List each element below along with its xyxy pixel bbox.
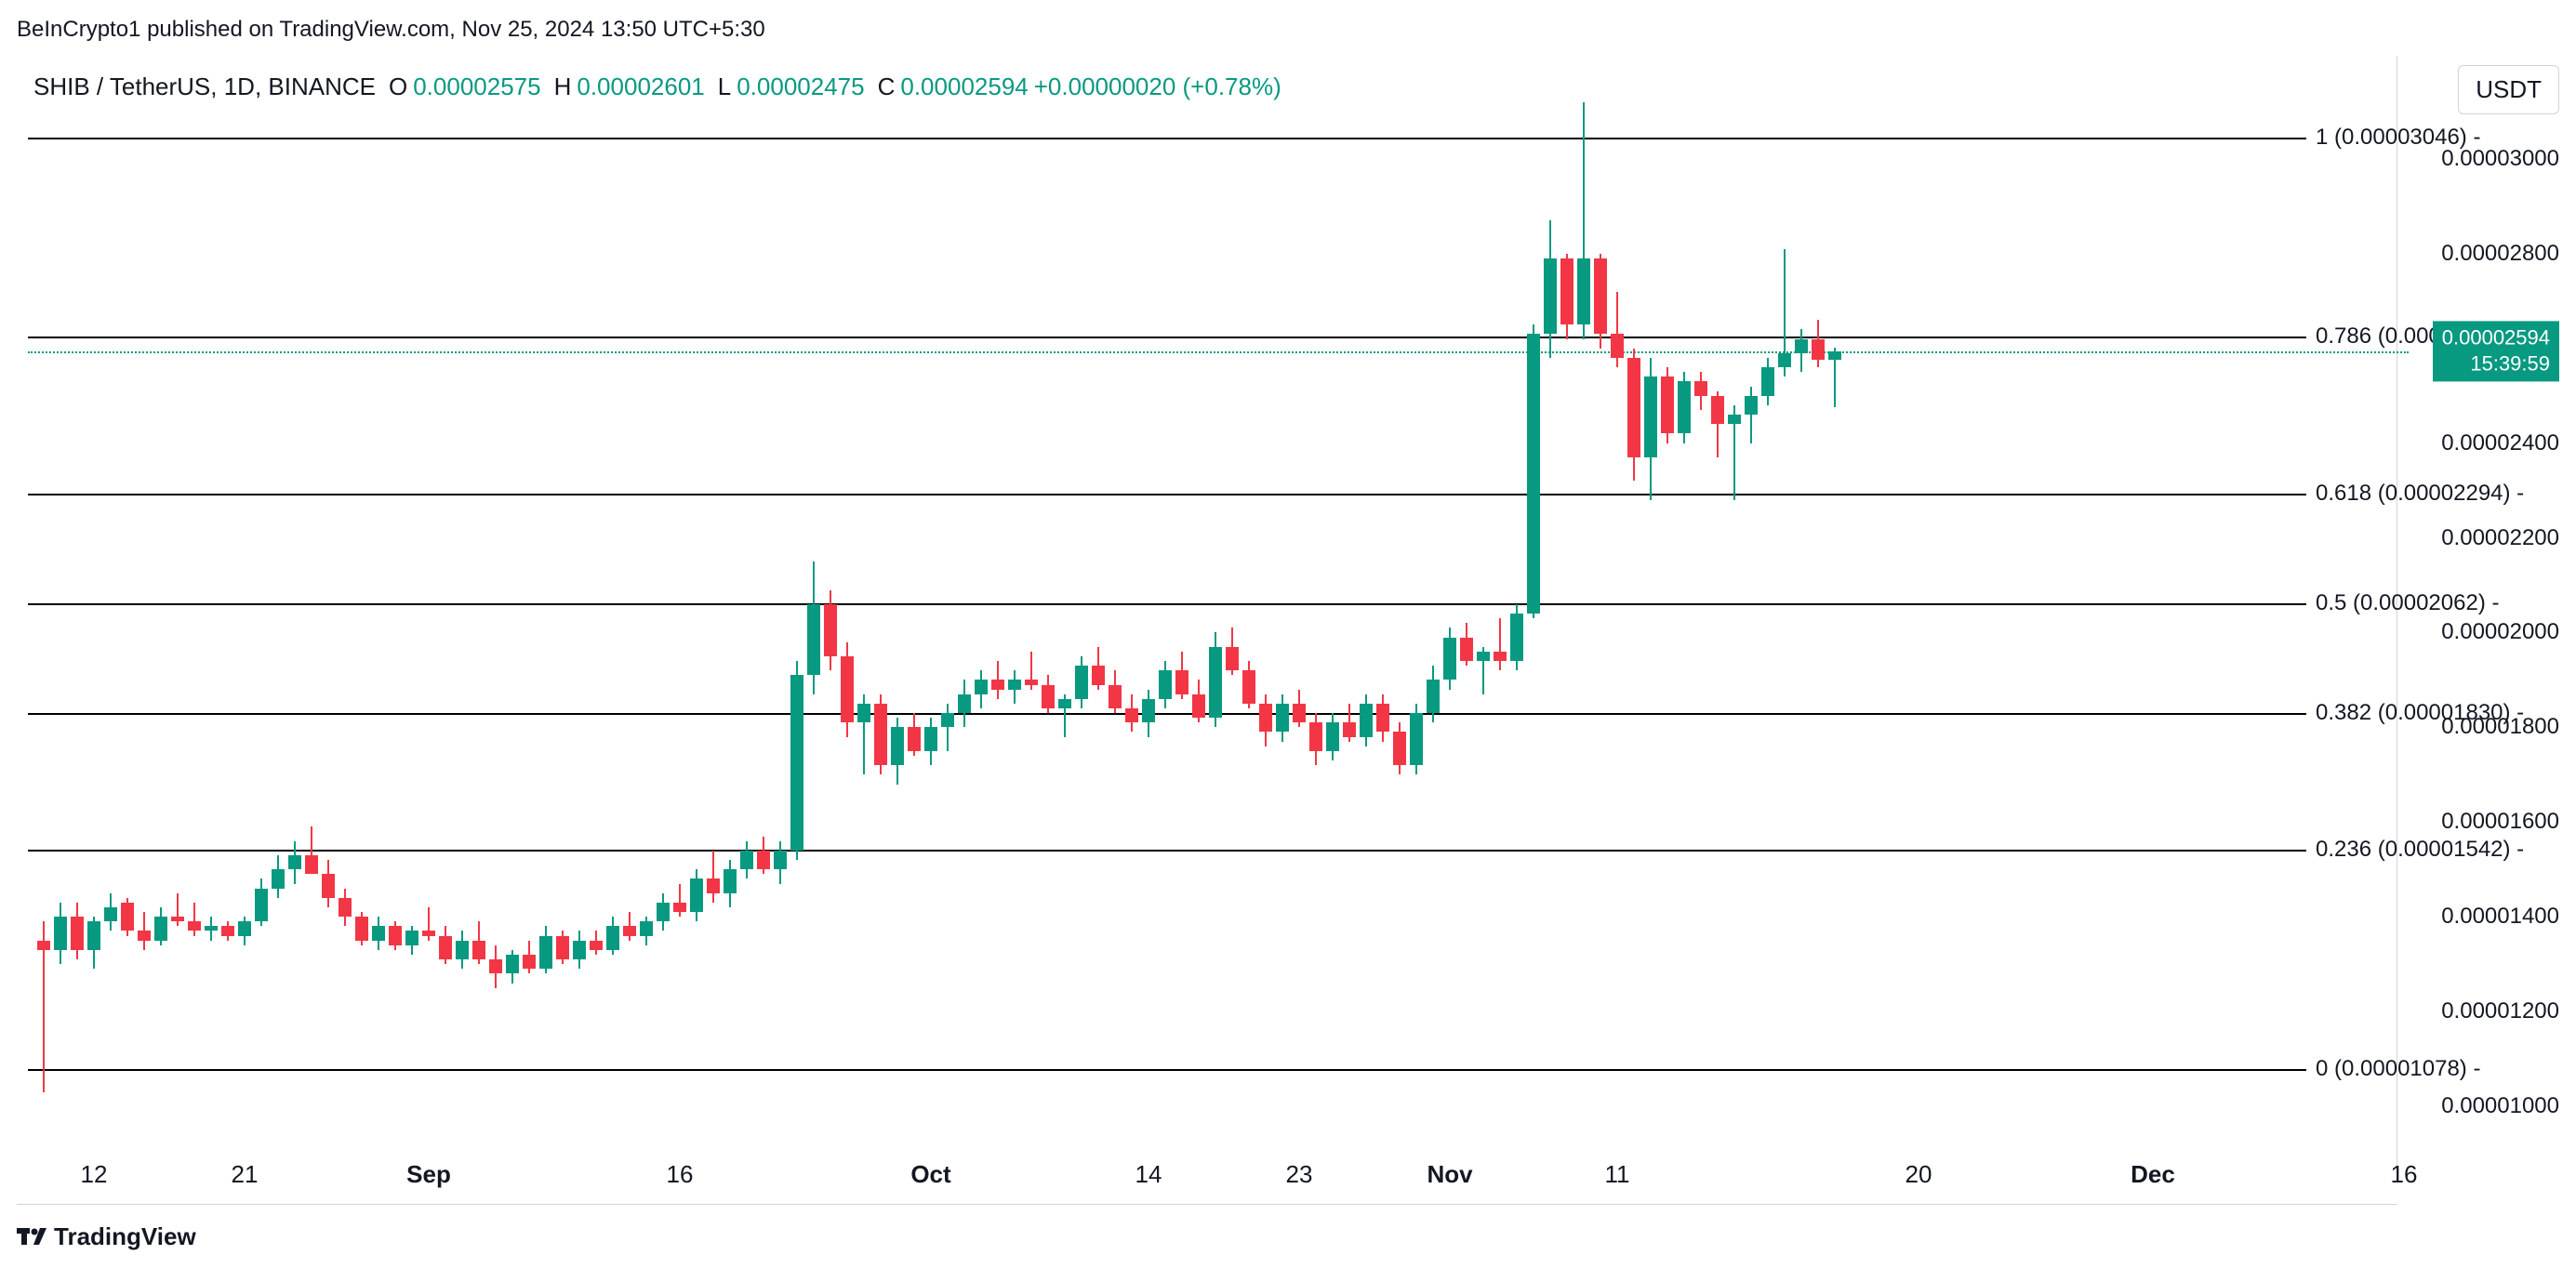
x-tick-label: Nov — [1427, 1160, 1472, 1189]
publisher-text: BeInCrypto1 published on TradingView.com… — [17, 17, 765, 42]
x-axis: 1221Sep16Oct1423Nov1120Dec16 — [28, 1160, 2409, 1197]
y-tick-label: 0.00001200 — [2441, 998, 2559, 1024]
y-tick-label: 0.00001600 — [2441, 809, 2559, 835]
quote-currency-text: USDT — [2476, 75, 2542, 103]
x-tick-label: Oct — [910, 1160, 950, 1189]
chart-legend: SHIB / TetherUS, 1D, BINANCE O0.00002575… — [33, 73, 1281, 101]
fib-line — [28, 1069, 2306, 1071]
tradingview-footer: TradingView — [17, 1222, 196, 1251]
fib-line — [28, 850, 2306, 852]
x-tick-label: Sep — [406, 1160, 451, 1189]
low-label: L — [718, 73, 731, 101]
high-value: 0.00002601 — [577, 73, 704, 101]
y-axis: 0.00001000 0.00001200 0.00001400 0.00001600… — [2410, 112, 2559, 1153]
fib-line — [28, 138, 2306, 139]
y-tick-label: 0.00002000 — [2441, 619, 2559, 645]
current-price-line — [28, 351, 2409, 353]
fib-line — [28, 713, 2306, 715]
close-label: C — [878, 73, 896, 101]
chart-canvas[interactable]: 1 (0.00003046) -0.786 (0.00002625) -0.61… — [28, 112, 2409, 1153]
fib-line — [28, 494, 2306, 495]
x-tick-label: 11 — [1605, 1160, 1630, 1189]
y-tick-label: 0.00001800 — [2441, 714, 2559, 740]
low-value: 0.00002475 — [737, 73, 864, 101]
open-label: O — [389, 73, 407, 101]
y-tick-label: 0.00002200 — [2441, 525, 2559, 551]
x-tick-label: Dec — [2131, 1160, 2175, 1189]
y-tick-label: 0.00001000 — [2441, 1093, 2559, 1119]
x-tick-label: 16 — [2391, 1160, 2418, 1189]
price-tag-price: 0.00002594 — [2442, 324, 2550, 351]
x-tick-label: 12 — [81, 1160, 108, 1189]
tradingview-logo-icon — [17, 1228, 46, 1247]
y-tick-label: 0.00002400 — [2441, 430, 2559, 456]
price-tag-countdown: 15:39:59 — [2442, 351, 2550, 378]
fib-line — [28, 603, 2306, 605]
symbol-name: SHIB / TetherUS, 1D, BINANCE — [33, 73, 376, 101]
high-label: H — [554, 73, 572, 101]
tradingview-logo-text: TradingView — [54, 1222, 196, 1251]
y-tick-label: 0.00002800 — [2441, 241, 2559, 267]
close-value: 0.00002594 — [900, 73, 1028, 101]
axis-separator-bottom — [17, 1204, 2397, 1205]
x-tick-label: 14 — [1135, 1160, 1162, 1189]
open-value: 0.00002575 — [413, 73, 540, 101]
current-price-tag: 0.0000259415:39:59 — [2433, 321, 2559, 381]
x-tick-label: 21 — [232, 1160, 259, 1189]
x-tick-label: 16 — [667, 1160, 694, 1189]
change-value: +0.00000020 (+0.78%) — [1034, 73, 1281, 101]
x-tick-label: 23 — [1286, 1160, 1313, 1189]
quote-currency-badge[interactable]: USDT — [2458, 65, 2559, 114]
y-tick-label: 0.00003000 — [2441, 146, 2559, 172]
x-tick-label: 20 — [1905, 1160, 1932, 1189]
y-tick-label: 0.00001400 — [2441, 904, 2559, 930]
publisher-header: BeInCrypto1 published on TradingView.com… — [17, 17, 765, 43]
fib-line — [28, 337, 2306, 338]
